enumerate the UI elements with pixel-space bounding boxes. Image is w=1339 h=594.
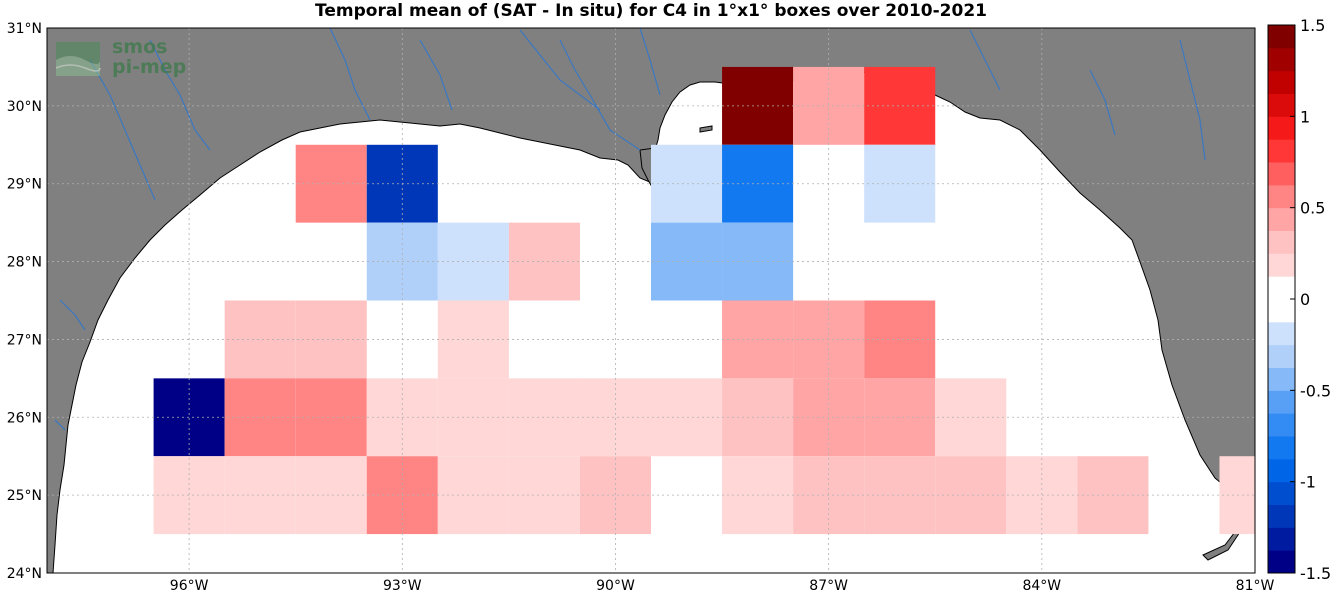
y-axis-ticks: 24°N 25°N 26°N 27°N 28°N 29°N 30°N 31°N bbox=[7, 21, 42, 582]
gridlines bbox=[47, 28, 1255, 573]
heatmap-cell bbox=[651, 222, 723, 301]
colorbar-segment bbox=[1268, 70, 1295, 94]
heatmap-cell bbox=[295, 300, 367, 379]
heatmap-cell bbox=[224, 300, 296, 379]
heatmap-cell bbox=[508, 456, 580, 535]
y-tick-label: 25°N bbox=[7, 488, 42, 504]
heatmap-cell bbox=[864, 66, 936, 145]
x-tick-label: 84°W bbox=[1022, 578, 1061, 594]
logo-line2: pi-mep bbox=[112, 56, 186, 78]
heatmap-cell bbox=[651, 378, 723, 457]
colorbar-segment bbox=[1268, 253, 1295, 277]
x-axis-ticks: 96°W 93°W 90°W 87°W 84°W 81°W bbox=[170, 578, 1275, 594]
colorbar bbox=[1268, 25, 1295, 574]
colorbar-tick-label: -1.5 bbox=[1300, 564, 1331, 583]
heatmap-cell bbox=[295, 456, 367, 535]
colorbar-segment bbox=[1268, 481, 1295, 505]
smos-pimep-logo: smos pi-mep bbox=[55, 36, 186, 78]
colorbar-segment bbox=[1268, 139, 1295, 163]
rivers bbox=[54, 28, 1206, 431]
heatmap-cell bbox=[508, 378, 580, 457]
colorbar-segment bbox=[1268, 344, 1295, 368]
colorbar-ticks: 1.5 1 0.5 0 -0.5 -1 -1.5 bbox=[1290, 16, 1331, 583]
colorbar-segment bbox=[1268, 93, 1295, 117]
heatmap-cell bbox=[935, 456, 1007, 535]
y-tick-label: 24°N bbox=[7, 566, 42, 582]
colorbar-segment bbox=[1268, 207, 1295, 231]
colorbar-segment bbox=[1268, 413, 1295, 437]
heatmap-cell bbox=[864, 300, 936, 379]
colorbar-segment bbox=[1268, 184, 1295, 209]
colorbar-tick-label: 1 bbox=[1300, 107, 1310, 126]
heatmap-cell bbox=[579, 456, 651, 535]
colorbar-segment bbox=[1268, 550, 1295, 574]
colorbar-segment bbox=[1268, 25, 1295, 49]
x-tick-label: 90°W bbox=[596, 578, 635, 594]
colorbar-segment bbox=[1268, 47, 1295, 72]
colorbar-segment bbox=[1268, 367, 1295, 391]
y-tick-label: 31°N bbox=[7, 21, 42, 37]
colorbar-segment bbox=[1268, 116, 1295, 140]
colorbar-segment bbox=[1268, 276, 1295, 300]
colorbar-segment bbox=[1268, 436, 1295, 460]
heatmap-cell bbox=[1006, 456, 1078, 535]
map-frame bbox=[46, 27, 1256, 574]
y-tick-label: 29°N bbox=[7, 177, 42, 193]
x-tick-label: 93°W bbox=[383, 578, 422, 594]
heatmap-cell bbox=[864, 144, 936, 223]
colorbar-tick-label: 1.5 bbox=[1300, 16, 1325, 35]
heatmap-cell bbox=[651, 144, 723, 223]
colorbar-tick-label: 0 bbox=[1300, 290, 1310, 309]
colorbar-segment bbox=[1268, 458, 1295, 483]
colorbar-tick-label: -1 bbox=[1300, 473, 1316, 492]
colorbar-segment bbox=[1268, 162, 1295, 186]
colorbar-segment bbox=[1268, 390, 1295, 414]
y-tick-label: 26°N bbox=[7, 410, 42, 426]
heatmap-cell bbox=[295, 378, 367, 457]
colorbar-segment bbox=[1268, 299, 1295, 323]
x-tick-label: 96°W bbox=[170, 578, 209, 594]
colorbar-segment bbox=[1268, 504, 1295, 528]
colorbar-tick-label: 0.5 bbox=[1300, 199, 1325, 218]
map-title: Temporal mean of (SAT - In situ) for C4 … bbox=[315, 1, 987, 21]
heatmap-cell bbox=[864, 378, 936, 457]
heatmap-cell bbox=[864, 456, 936, 535]
x-tick-label: 81°W bbox=[1236, 578, 1275, 594]
logo-line1: smos bbox=[112, 36, 167, 58]
colorbar-segment bbox=[1268, 321, 1295, 346]
heatmap-cell bbox=[508, 222, 580, 301]
heatmap-cells bbox=[153, 66, 1255, 535]
y-tick-label: 28°N bbox=[7, 255, 42, 271]
colorbar-segment bbox=[1268, 527, 1295, 551]
heatmap-cell bbox=[224, 456, 296, 535]
y-tick-label: 30°N bbox=[7, 99, 42, 115]
heatmap-cell bbox=[935, 378, 1007, 457]
heatmap-cell bbox=[295, 144, 367, 223]
x-tick-label: 87°W bbox=[809, 578, 848, 594]
colorbar-tick-label: -0.5 bbox=[1300, 381, 1331, 400]
colorbar-segment bbox=[1268, 230, 1295, 254]
heatmap-cell bbox=[224, 378, 296, 457]
y-tick-label: 27°N bbox=[7, 332, 42, 348]
